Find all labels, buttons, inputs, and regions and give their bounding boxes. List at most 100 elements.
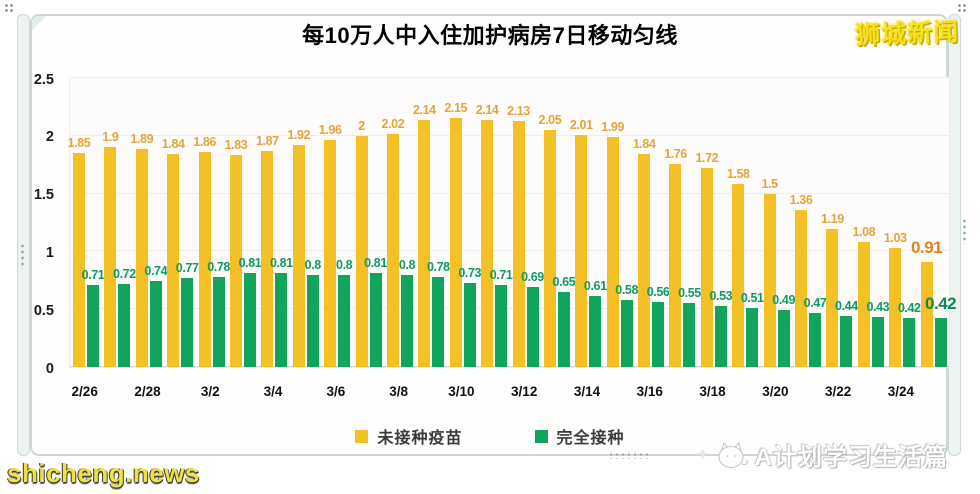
bar-unvaccinated [292, 145, 305, 367]
gridline [70, 250, 949, 252]
bar-value-vaccinated: 0.8 [304, 257, 322, 272]
bar-group: 2.14 0.78 [412, 78, 450, 367]
bar-unvaccinated [167, 154, 180, 367]
bar-value-vaccinated: 0.77 [175, 261, 199, 275]
bar-unvaccinated [261, 150, 274, 367]
x-tick-label: 2/26 [71, 384, 98, 399]
bar-group: 1.96 0.8 [319, 78, 353, 367]
legend-item-vaccinated: 完全接种 [534, 424, 625, 448]
bar-value-vaccinated: 0.81 [364, 256, 387, 271]
y-tick-label: 2 [45, 129, 54, 146]
bar-unvaccinated [73, 153, 85, 367]
bar-value-unvaccinated: 1.84 [632, 137, 656, 152]
bar-vaccinated [275, 273, 288, 367]
bar-vaccinated [463, 282, 476, 367]
bar-unvaccinated [104, 147, 117, 367]
x-tick-label: 3/12 [511, 384, 538, 399]
bar-vaccinated [589, 296, 602, 367]
bar-group: 1.5 0.49 [761, 78, 796, 367]
bar-value-unvaccinated: 1.76 [664, 146, 687, 161]
bar-group: 1.08 0.43 [852, 78, 890, 367]
bar-vaccinated [243, 273, 256, 367]
bar-group: 1.86 0.78 [193, 78, 230, 367]
gridline [70, 134, 949, 136]
bar-group: 1.89 0.74 [130, 78, 168, 367]
bar-unvaccinated [512, 120, 525, 367]
bar-value-vaccinated: 0.47 [803, 295, 827, 310]
right-scrollbar-handle[interactable] [962, 218, 967, 244]
bar-vaccinated [149, 281, 162, 367]
bar-value-vaccinated: 0.72 [113, 266, 136, 281]
bar-unvaccinated [229, 155, 242, 367]
bar-value-unvaccinated: 1.58 [726, 167, 750, 182]
bar-value-unvaccinated: 1.99 [601, 119, 625, 134]
bar-vaccinated [526, 287, 539, 367]
bar-vaccinated [683, 303, 696, 367]
bar-vaccinated [400, 274, 413, 367]
watermark-shicheng: shicheng.news [7, 458, 200, 488]
legend-item-unvaccinated: 未接种疫苗 [355, 424, 462, 448]
corner-dots-icon [957, 3, 966, 12]
bar-value-unvaccinated: 1.03 [883, 230, 907, 245]
bar-value-unvaccinated: 1.87 [255, 133, 279, 148]
gridline [70, 192, 949, 194]
bar-value-vaccinated: 0.69 [521, 270, 544, 285]
bar-vaccinated [620, 299, 633, 367]
bar-group: 2 0.81 [353, 78, 387, 367]
bar-value-vaccinated: 0.42 [925, 294, 957, 314]
left-frame-spine [17, 14, 30, 456]
gridline [70, 77, 949, 78]
bar-value-unvaccinated: 1.72 [695, 151, 719, 166]
bottom-drag-handle-dots[interactable] [608, 452, 648, 459]
bar-value-vaccinated: 0.55 [678, 286, 701, 301]
bar-value-vaccinated: 0.71 [81, 267, 105, 282]
bar-group: 1.72 0.53 [695, 78, 733, 367]
x-tick-label: 3/20 [762, 384, 789, 399]
bar-vaccinated [181, 278, 194, 367]
bar-group: 2.14 0.71 [475, 78, 513, 367]
legend-label-vaccinated: 完全接种 [556, 430, 625, 447]
bar-value-vaccinated: 0.61 [583, 279, 607, 294]
bar-vaccinated [934, 318, 947, 367]
bar-unvaccinated [700, 168, 713, 367]
bar-value-vaccinated: 0.65 [552, 274, 576, 289]
y-tick-label: 1 [45, 244, 54, 261]
bar-value-vaccinated: 0.49 [772, 293, 796, 308]
bar-value-unvaccinated: 1.85 [67, 136, 91, 151]
bar-vaccinated [809, 312, 822, 367]
bar-value-unvaccinated: 1.92 [287, 128, 311, 143]
bar-group: 1.19 0.44 [821, 78, 858, 367]
x-tick-label: 3/16 [636, 384, 663, 399]
bar-value-vaccinated: 0.42 [897, 301, 921, 316]
chart-title: 每10万人中入住加护病房7日移动匀线 [302, 23, 678, 48]
bar-value-unvaccinated: 1.86 [193, 134, 216, 149]
bar-value-vaccinated: 0.56 [646, 285, 670, 300]
bar-vaccinated [306, 274, 319, 367]
bar-group: 2.01 0.61 [569, 78, 607, 367]
bar-vaccinated [87, 284, 99, 367]
bar-value-unvaccinated: 2.14 [475, 102, 499, 117]
legend-label-unvaccinated: 未接种疫苗 [377, 430, 463, 447]
gridline [70, 308, 949, 310]
bar-value-unvaccinated: 1.5 [761, 176, 779, 191]
y-tick-label: 2.5 [33, 71, 54, 88]
bar-unvaccinated [606, 136, 619, 367]
x-tick-label: 3/22 [824, 384, 852, 399]
bar-group: 1.03 0.42 [883, 78, 921, 367]
x-tick-label: 3/10 [448, 384, 475, 399]
bar-unvaccinated [795, 209, 808, 367]
left-scrollbar-handle[interactable] [20, 243, 25, 269]
bar-group: 1.58 0.51 [726, 78, 764, 367]
bar-unvaccinated [732, 184, 745, 367]
bar-value-unvaccinated: 2.01 [569, 117, 593, 132]
bar-value-unvaccinated: 1.83 [224, 138, 248, 153]
bar-unvaccinated [449, 118, 462, 367]
x-tick-label: 3/18 [699, 384, 726, 399]
bar-group: 1.99 0.58 [601, 78, 638, 367]
bar-value-unvaccinated: 2.14 [412, 102, 436, 117]
bar-value-unvaccinated: 1.89 [130, 131, 154, 146]
bar-value-vaccinated: 0.71 [489, 267, 513, 282]
bar-vaccinated [212, 276, 225, 367]
bar-value-vaccinated: 0.78 [207, 259, 230, 274]
bar-unvaccinated [198, 151, 211, 367]
